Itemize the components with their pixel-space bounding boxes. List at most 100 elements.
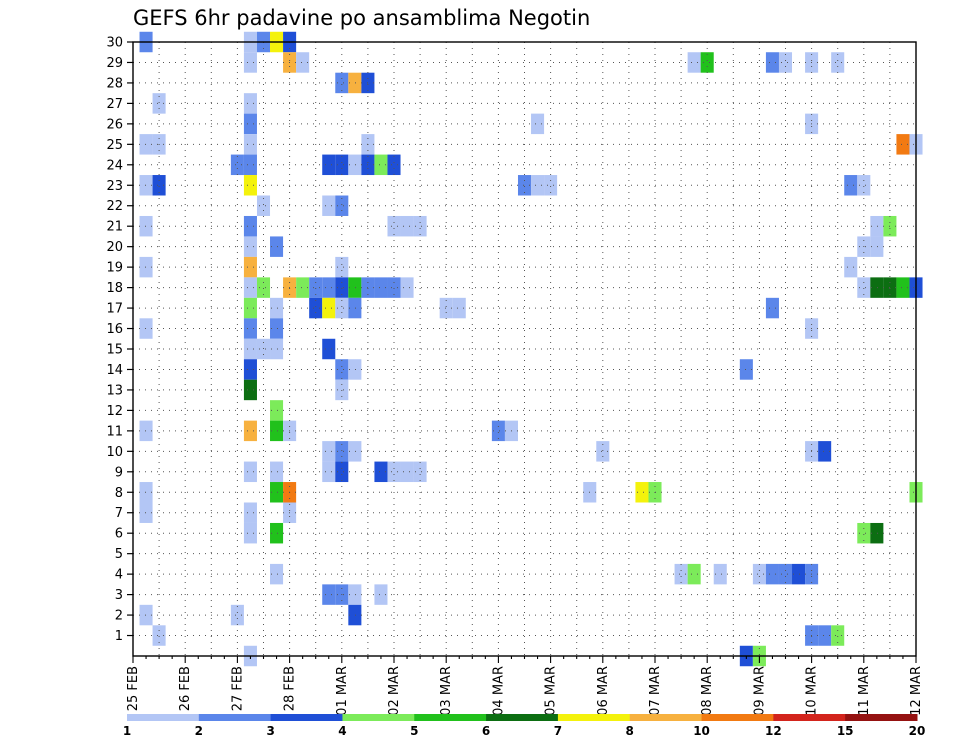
heatmap-cell: [139, 604, 153, 626]
heatmap-cell: [896, 277, 910, 298]
heatmap-cell: [374, 154, 388, 176]
colorbar-label: 4: [338, 724, 346, 738]
heatmap-cell: [374, 461, 388, 483]
colorbar-label: 1: [123, 724, 131, 738]
heatmap-cell: [818, 625, 832, 646]
heatmap-cell: [400, 461, 414, 483]
heatmap-cell: [256, 277, 271, 298]
heatmap-cell: [270, 338, 284, 360]
heatmap-cell: [387, 154, 401, 176]
heatmap-cell: [857, 522, 871, 544]
x-tick-label: 11 MAR: [857, 666, 872, 716]
colorbar-swatch: [342, 714, 415, 721]
heatmap-cell: [778, 563, 793, 585]
heatmap-cell: [256, 195, 271, 216]
heatmap-cell: [270, 420, 284, 442]
heatmap-cell: [674, 563, 688, 585]
x-tick-label: 05 MAR: [544, 666, 559, 716]
heatmap-cell: [243, 236, 257, 257]
heatmap-cell: [635, 482, 649, 503]
heatmap-cell: [322, 277, 336, 298]
heatmap-cell: [139, 256, 153, 278]
y-tick-label: 7: [115, 506, 123, 521]
heatmap-cell: [335, 359, 349, 380]
colorbar-swatch: [486, 714, 559, 721]
colorbar-swatch: [127, 714, 200, 721]
heatmap-cell: [335, 461, 349, 483]
heatmap-cell: [139, 502, 153, 523]
heatmap-cell: [348, 72, 362, 94]
colorbar-swatch: [845, 714, 918, 721]
x-tick-label: 04 MAR: [491, 666, 506, 716]
heatmap-cell: [348, 359, 362, 380]
y-tick-label: 21: [106, 220, 123, 235]
heatmap-cell: [413, 461, 427, 483]
heatmap-cell: [491, 420, 505, 442]
heatmap-cell: [348, 441, 362, 462]
heatmap-cell: [322, 297, 336, 319]
y-tick-label: 12: [106, 404, 123, 419]
heatmap-cell: [818, 441, 832, 462]
y-tick-label: 24: [106, 158, 123, 173]
heatmap-cell: [243, 113, 257, 135]
heatmap-cell: [152, 625, 166, 646]
heatmap-cell: [322, 441, 336, 462]
heatmap-cell: [374, 584, 388, 605]
y-tick-label: 1: [115, 629, 123, 644]
y-tick-label: 3: [115, 588, 123, 603]
y-tick-label: 15: [106, 343, 123, 358]
heatmap-cell: [387, 461, 401, 483]
heatmap-cell: [243, 318, 257, 339]
heatmap-cell: [270, 522, 284, 544]
x-tick-label: 28 FEB: [283, 666, 298, 711]
heatmap-cell: [243, 256, 257, 278]
heatmap-cell: [243, 379, 257, 401]
heatmap-cell: [270, 400, 284, 421]
colorbar-label: 5: [410, 724, 418, 738]
heatmap-cell: [870, 236, 884, 257]
heatmap-cell: [309, 277, 323, 298]
heatmap-cell: [739, 359, 753, 380]
heatmap-cell: [348, 297, 362, 319]
heatmap-cell: [243, 359, 257, 380]
heatmap-cell: [844, 175, 858, 196]
y-tick-label: 11: [106, 424, 123, 439]
heatmap-cell: [531, 113, 545, 135]
y-tick-label: 20: [106, 240, 123, 255]
colorbar-swatch: [557, 714, 631, 721]
y-tick-label: 2: [115, 609, 123, 624]
colorbar-label: 3: [266, 724, 274, 738]
heatmap-cell: [348, 154, 362, 176]
x-tick-label: 02 MAR: [387, 666, 402, 716]
y-tick-label: 26: [106, 117, 123, 132]
heatmap-cell: [387, 215, 401, 237]
y-tick-label: 23: [106, 179, 123, 194]
y-tick-label: 8: [115, 486, 123, 501]
x-tick-label: 25 FEB: [126, 666, 141, 711]
x-axis: 25 FEB 26 FEB 27 FEB 28 FEB 01 MAR 02 MAR 03 M…: [126, 656, 924, 716]
x-tick-label: 01 MAR: [335, 666, 350, 716]
heatmap-cell: [778, 52, 793, 73]
heatmap-cell: [139, 420, 153, 442]
heatmap-cell: [752, 563, 766, 585]
y-tick-label: 18: [106, 281, 123, 296]
x-tick-label: 09 MAR: [752, 666, 767, 716]
heatmap-cell: [243, 52, 257, 73]
heatmap-cell: [270, 482, 284, 503]
heatmap-cell: [348, 584, 362, 605]
heatmap-cell: [243, 93, 257, 114]
heatmap-cell: [765, 297, 779, 319]
y-tick-label: 16: [106, 322, 123, 337]
heatmap-cell: [230, 604, 244, 626]
heatmap-cell: [857, 175, 871, 196]
y-tick-label: 19: [106, 261, 123, 276]
heatmap-cell: [400, 277, 414, 298]
heatmap-cell: [531, 175, 545, 196]
heatmap-cell: [152, 175, 166, 196]
colorbar-label: 2: [195, 724, 203, 738]
heatmap-cell: [596, 441, 610, 462]
chart-title: GEFS 6hr padavine po ansamblima Negotin: [133, 6, 591, 30]
heatmap-cell: [374, 277, 388, 298]
heatmap-cell: [439, 297, 453, 319]
